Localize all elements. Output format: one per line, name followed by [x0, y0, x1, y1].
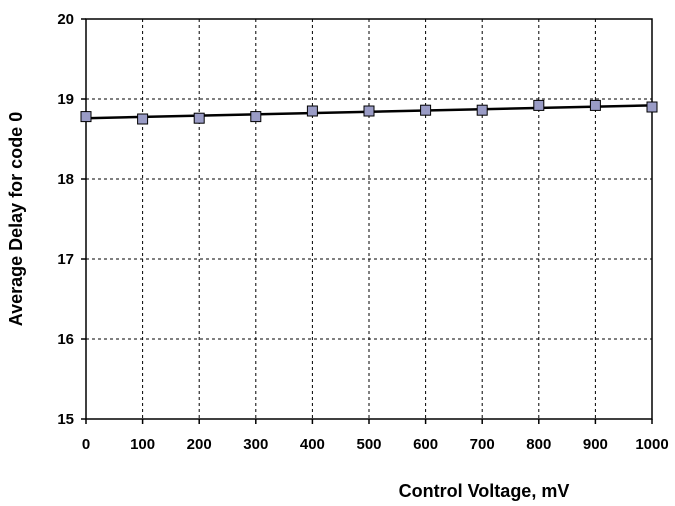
data-point-marker — [307, 106, 317, 116]
x-tick-label: 100 — [130, 436, 155, 453]
x-tick-label: 400 — [300, 436, 325, 453]
x-tick-label: 200 — [187, 436, 212, 453]
x-tick-label: 900 — [583, 436, 608, 453]
data-point-marker — [138, 114, 148, 124]
x-tick-label: 500 — [356, 436, 381, 453]
data-point-marker — [534, 100, 544, 110]
x-tick-label: 700 — [470, 436, 495, 453]
data-point-marker — [590, 100, 600, 110]
x-tick-label: 800 — [526, 436, 551, 453]
x-tick-label: 600 — [413, 436, 438, 453]
y-tick-label: 15 — [57, 411, 74, 428]
data-point-marker — [251, 112, 261, 122]
y-tick-label: 20 — [57, 11, 74, 28]
data-point-marker — [194, 113, 204, 123]
data-point-marker — [421, 105, 431, 115]
x-tick-label: 0 — [82, 436, 90, 453]
y-axis-ticks: 15 16 17 18 19 20 — [57, 11, 86, 428]
data-point-marker — [477, 105, 487, 115]
y-tick-label: 18 — [57, 171, 74, 188]
y-tick-label: 16 — [57, 331, 74, 348]
data-point-marker — [647, 102, 657, 112]
data-point-marker — [364, 106, 374, 116]
y-tick-label: 17 — [57, 251, 74, 268]
x-tick-label: 1000 — [635, 436, 668, 453]
y-axis-label: Average Delay for code 0 — [6, 112, 26, 326]
x-axis-ticks: 0 100 200 300 400 500 600 700 800 900 1000 — [82, 419, 669, 453]
x-tick-label: 300 — [243, 436, 268, 453]
y-tick-label: 19 — [57, 91, 74, 108]
grid — [86, 19, 652, 419]
data-point-marker — [81, 112, 91, 122]
x-axis-label: Control Voltage, mV — [399, 481, 570, 501]
